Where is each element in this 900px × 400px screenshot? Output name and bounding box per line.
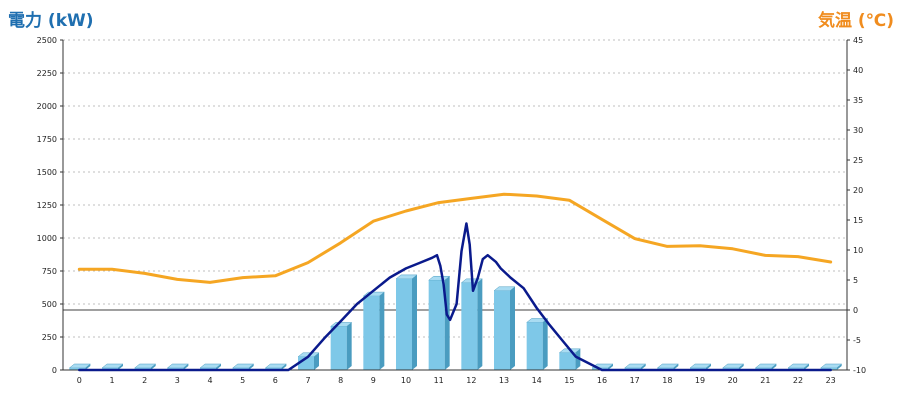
bar-front-face [526,322,543,370]
x-tick-label: 11 [434,376,444,385]
bar-side-face [542,318,548,370]
bar-side-face [346,322,352,370]
x-tick-label: 4 [207,376,212,385]
right-axis-title: 気温 (℃) [817,11,894,31]
x-tick-label: 19 [695,376,705,385]
bar [427,275,451,370]
bar-side-face [706,364,711,370]
left-tick-label: 1750 [37,135,57,144]
x-tick-label: 21 [760,376,770,385]
right-tick-label: 35 [853,96,863,105]
left-tick-label: 0 [52,366,57,375]
left-axis-title: 電力 (kW) [8,11,94,31]
bar-front-face [461,282,478,370]
bar-side-face [216,364,221,370]
x-tick-label: 13 [499,376,509,385]
bar-front-face [69,368,86,370]
x-tick-label: 10 [401,376,411,385]
bar-side-face [314,352,319,370]
bar-side-face [150,364,156,370]
bar-side-face [412,274,417,370]
bar-side-face [738,364,744,370]
x-tick-label: 2 [142,376,147,385]
bar-front-face [428,280,445,370]
x-tick-label: 23 [826,376,836,385]
right-tick-label: 10 [853,246,863,255]
bar-front-face [494,290,510,370]
x-tick-label: 9 [371,376,376,385]
bar [558,348,582,370]
x-tick-label: 8 [338,376,343,385]
bar-side-face [118,364,123,370]
bar-side-face [510,286,515,370]
x-tick-label: 6 [273,376,278,385]
bar [362,291,386,370]
x-tick-label: 12 [466,376,476,385]
bar-side-face [85,364,91,370]
x-tick-label: 14 [532,376,542,385]
right-tick-label: -5 [853,336,861,345]
bar-side-face [771,364,777,370]
bar-side-face [183,364,189,370]
bar [493,286,516,370]
bar-side-face [804,364,809,370]
bar-side-face [248,364,254,370]
x-tick-label: 22 [793,376,803,385]
bar-side-face [836,364,842,370]
bar-front-face [363,296,380,370]
right-tick-label: 0 [853,306,858,315]
right-tick-label: 45 [853,36,863,45]
bar-front-face [330,326,347,370]
bar-front-face [396,278,412,370]
x-tick-label: 0 [77,376,82,385]
bar-side-face [477,278,483,370]
right-tick-label: -10 [853,366,866,375]
bar-side-face [673,364,679,370]
temperature-line [77,192,833,284]
power-line [78,222,832,372]
left-tick-label: 750 [42,267,57,276]
bar-side-face [281,364,287,370]
left-tick-label: 500 [42,300,57,309]
left-tick-label: 250 [42,333,57,342]
left-tick-label: 2250 [37,69,57,78]
right-tick-label: 20 [853,186,863,195]
x-tick-label: 7 [305,376,310,385]
right-tick-label: 30 [853,126,863,135]
bar-side-face [379,292,385,370]
x-tick-label: 20 [728,376,738,385]
bar-side-face [575,348,581,370]
x-tick-label: 17 [630,376,640,385]
left-tick-label: 1250 [37,201,57,210]
x-tick-label: 16 [597,376,607,385]
right-tick-label: 15 [853,216,863,225]
right-tick-label: 5 [853,276,858,285]
x-tick-label: 15 [564,376,574,385]
right-tick-label: 25 [853,156,863,165]
left-tick-label: 2000 [37,102,57,111]
bar [68,363,92,370]
x-tick-label: 5 [240,376,245,385]
x-tick-label: 3 [175,376,180,385]
bar [460,278,484,370]
bar-side-face [608,364,613,370]
bar [525,318,549,370]
x-tick-label: 1 [109,376,114,385]
bar [395,274,418,370]
right-tick-label: 40 [853,66,863,75]
bar-side-face [640,364,646,370]
left-tick-label: 1000 [37,234,57,243]
bar-front-face [559,352,576,370]
x-tick-label: 18 [662,376,672,385]
left-tick-label: 1500 [37,168,57,177]
bar [329,322,353,370]
left-tick-label: 2500 [37,36,57,45]
